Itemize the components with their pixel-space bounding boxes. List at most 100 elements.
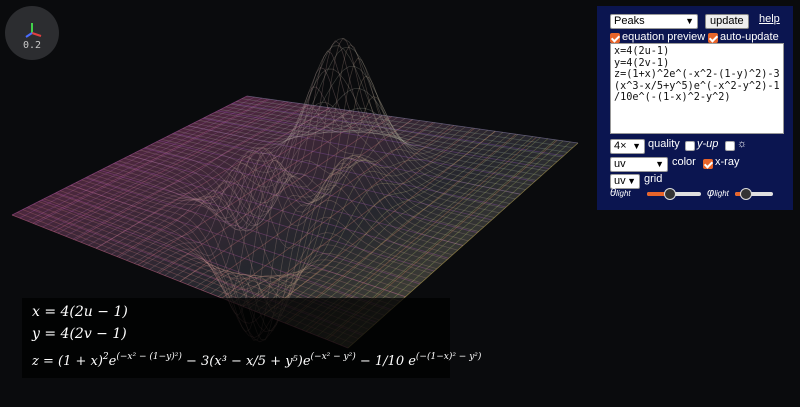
surface-mesh-line [177, 38, 511, 204]
surface-mesh-line [195, 57, 428, 341]
surface-mesh-line [225, 125, 458, 300]
slider-track [735, 192, 773, 196]
surface-mesh-line [193, 88, 526, 190]
surface-mesh-line [150, 144, 484, 228]
slider-thumb[interactable] [740, 188, 753, 200]
surface-mesh-line [202, 75, 436, 332]
quality-select[interactable]: 4× ▼ [610, 139, 645, 154]
surface-mesh-line [88, 106, 323, 246]
floor-grid-line [74, 104, 310, 241]
xray-checkbox[interactable] [703, 159, 713, 169]
floor-grid-line [217, 110, 550, 170]
equation-editor[interactable]: x=4(2u-1) y=4(2v-1) z=(1+x)^2e^(-x^2-(1-… [610, 43, 784, 134]
chevron-down-icon: ▼ [655, 159, 664, 169]
surface-mesh-line [271, 132, 504, 319]
surface-mesh-line [286, 134, 519, 325]
floor-grid-line [100, 169, 435, 272]
z-term-b: 2 [102, 352, 109, 362]
surface-mesh-line [126, 111, 360, 261]
surface-mesh-line [19, 96, 255, 219]
surface-mesh-line [279, 133, 511, 322]
yup-checkbox[interactable] [685, 141, 695, 151]
z-term-a: z = (1 + x) [32, 354, 103, 369]
surface-mesh-line [124, 157, 458, 251]
floor-grid-line [200, 122, 434, 291]
surface-mesh-line [111, 109, 345, 255]
phi-light-slider[interactable] [735, 188, 773, 200]
phi-light-label: φlight [707, 187, 729, 199]
grid-label: grid [644, 173, 663, 185]
surface-mesh-line [256, 129, 488, 312]
help-link[interactable]: help [759, 13, 780, 25]
surface-floor [11, 95, 579, 349]
color-value: uv [614, 158, 626, 170]
color-select[interactable]: uv ▼ [610, 157, 668, 172]
color-label: color [672, 156, 696, 168]
floor-grid-line [129, 155, 464, 246]
surface-mesh-line [91, 174, 427, 309]
theta-light-slider[interactable] [647, 188, 701, 200]
surface-mesh-line [233, 126, 466, 303]
surface-mesh-line [220, 109, 552, 167]
theta-light-label: θlight [610, 187, 631, 199]
floor-grid-line [95, 107, 330, 249]
surface-mesh-line [72, 104, 308, 240]
floor-grid-line [114, 162, 449, 259]
floor-grid-line [85, 177, 420, 285]
update-button[interactable]: update [705, 14, 749, 29]
preset-select[interactable]: Peaks ▼ [610, 14, 698, 29]
surface-mesh-line [27, 97, 263, 222]
z-term-d: (−x² − (1−y)²) [116, 352, 182, 362]
sun-icon: ☼ [737, 138, 748, 150]
floor-grid-line [188, 125, 521, 195]
auto-update-label: auto-update [720, 31, 779, 43]
surface-mesh-line [118, 110, 353, 258]
surface-mesh-line [188, 65, 521, 195]
equation-preview-label: equation preview [622, 31, 706, 43]
chevron-down-icon: ▼ [685, 16, 694, 26]
surface-mesh-line [34, 98, 270, 225]
surface-mesh-line [161, 101, 495, 218]
zoom-level: 0.2 [22, 40, 42, 51]
surface-mesh-line [11, 95, 248, 216]
theta-symbol: θ [610, 187, 616, 199]
xray-label: x-ray [715, 156, 740, 168]
floor-grid-line [70, 184, 406, 298]
chevron-down-icon: ▼ [632, 141, 641, 151]
surface-mesh-line [217, 116, 451, 301]
preview-line-y: y = 4(2v − 1) [32, 326, 127, 342]
axis-orientation-widget[interactable]: 0.2 [5, 6, 59, 60]
surface-mesh-line [134, 112, 368, 264]
floor-grid-line [137, 113, 372, 266]
z-term-g: − 1/10 e [355, 354, 416, 369]
surface-mesh-line [246, 95, 579, 144]
surface-mesh-line [57, 102, 293, 234]
grid-select[interactable]: uv ▼ [610, 174, 640, 189]
sun-checkbox[interactable] [725, 141, 735, 151]
surface-mesh-line [204, 117, 537, 181]
floor-grid-line [173, 132, 507, 208]
preview-line-z: z = (1 + x)2e(−x² − (1−y)²) − 3(x³ − x/5… [32, 352, 481, 369]
surface-mesh-line [54, 193, 390, 312]
surface-mesh-line [294, 135, 526, 328]
surface-mesh-line [248, 128, 481, 309]
grid-value: uv [614, 175, 626, 187]
surface-mesh-line [50, 100, 285, 231]
surface-mesh-line [187, 44, 421, 341]
slider-thumb[interactable] [663, 188, 676, 200]
surface-mesh-line [164, 50, 398, 295]
controls-panel: Peaks ▼ update help equation preview aut… [597, 6, 793, 210]
surface-mesh-line [172, 40, 406, 316]
surface-mesh-line [301, 136, 534, 331]
surface-mesh-line [166, 68, 500, 214]
equation-preview-checkbox[interactable] [610, 33, 620, 43]
quality-label: quality [648, 138, 680, 150]
surface-mesh-line [236, 101, 568, 153]
chevron-down-icon: ▼ [627, 176, 636, 186]
surface-mesh-line [80, 105, 315, 243]
floor-grid-line [55, 192, 392, 310]
auto-update-checkbox[interactable] [708, 33, 718, 43]
floor-grid-line [221, 125, 455, 299]
floor-grid-line [53, 101, 289, 232]
z-term-f: (−x² − y²) [310, 352, 356, 362]
